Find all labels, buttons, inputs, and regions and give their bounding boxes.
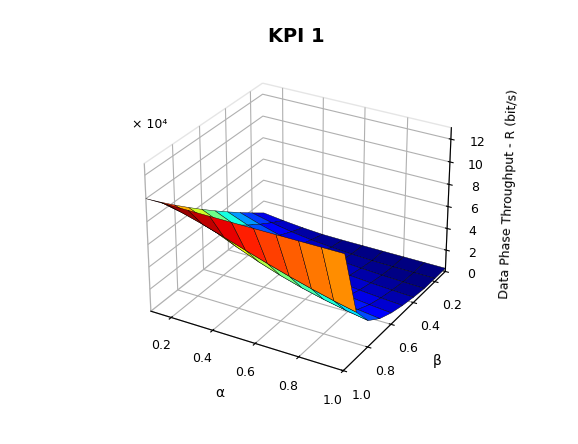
Title: KPI 1: KPI 1 [268, 27, 324, 46]
X-axis label: α: α [215, 386, 224, 400]
Y-axis label: β: β [433, 354, 442, 368]
Text: × 10⁴: × 10⁴ [132, 119, 168, 131]
